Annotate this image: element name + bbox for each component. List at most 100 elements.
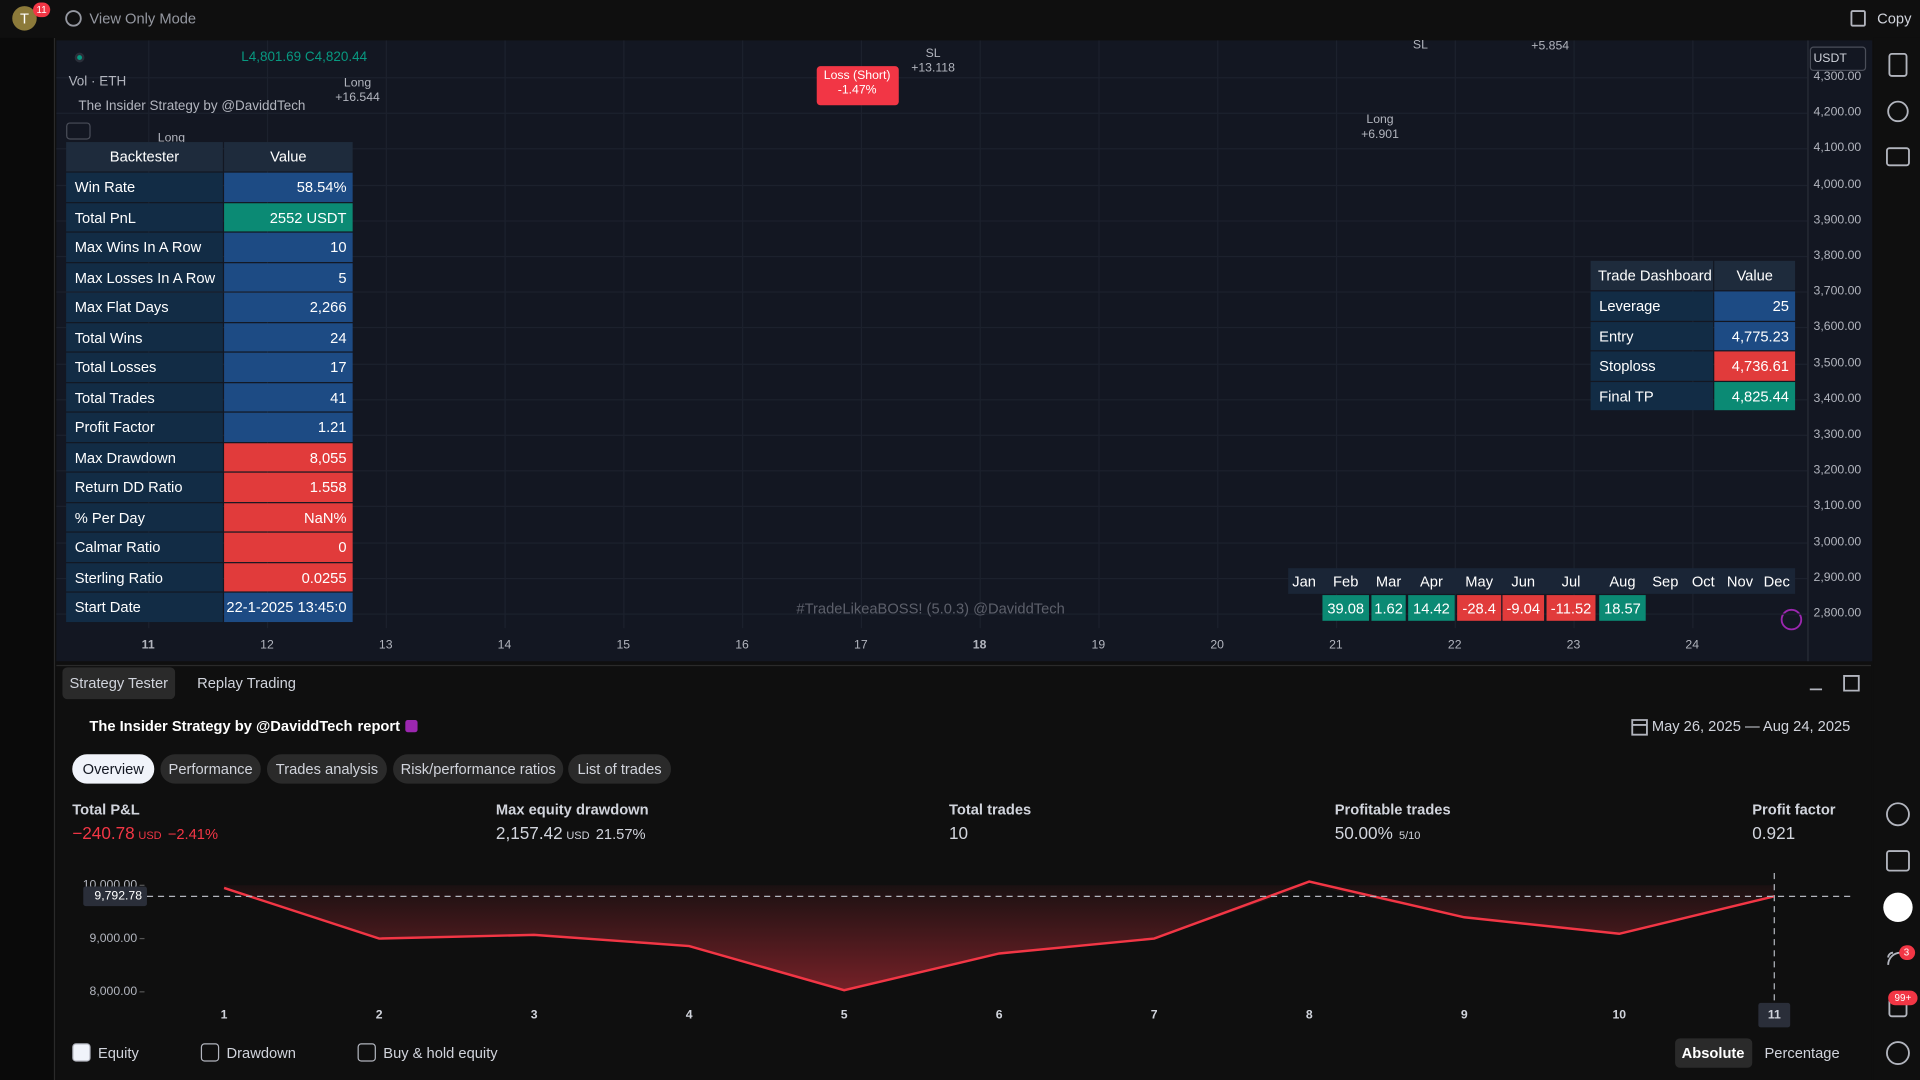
label-cell [66,532,223,562]
tab-active[interactable] [62,667,176,700]
months-row [1288,568,1796,594]
subtab-bg[interactable] [266,754,387,784]
copy-button[interactable]: Copy [1877,9,1912,27]
date-label: 24 [1685,638,1700,653]
value-cell [224,532,353,562]
month-value: 14.42 [1413,600,1450,618]
icon[interactable] [1886,802,1910,827]
grid-line [742,40,744,629]
value-cell [224,292,353,322]
x-tick-label: 10 [1612,1007,1626,1021]
crosshair-label-bg [83,886,147,907]
month-label: Jan [1292,573,1316,591]
subtab[interactable]: List of trades [577,760,662,778]
collapse-button[interactable] [66,122,91,140]
table-header [1714,260,1796,291]
grid-line [56,327,1808,329]
price-label: 2,900.00 [1813,570,1862,585]
subtab-bg[interactable] [568,754,672,784]
month-label: Jun [1511,573,1536,591]
month-cell [1502,595,1545,621]
subtab-bg[interactable] [393,754,564,784]
legend-dot [74,52,85,63]
value-cell [224,562,353,592]
icon[interactable] [1780,608,1803,631]
date-label: 22 [1447,638,1462,653]
x-tick-label: 1 [221,1007,228,1021]
icon[interactable] [1888,52,1908,77]
mode-active[interactable] [1675,1038,1753,1068]
row-value: 8,055 [309,448,347,466]
metric-value: 10 [948,822,969,843]
icon[interactable] [1809,675,1860,692]
row-label: % Per Day [74,508,145,526]
metric-label: Total P&L [72,800,140,818]
month-label: Mar [1375,573,1402,591]
icon[interactable] [1883,892,1913,923]
metric-label: Max equity drawdown [495,800,649,818]
value-cell [224,202,353,232]
label-cell [66,412,223,442]
x-tick-label: 4 [686,1007,693,1021]
subtab-bg[interactable] [72,754,155,784]
trade-label: SL [925,47,941,61]
currency-select[interactable] [1809,46,1867,72]
toolbar-icons [65,10,1913,1066]
icon[interactable] [1631,719,1648,736]
grid-line [56,363,1808,365]
checkbox[interactable] [72,1043,91,1062]
trade-label: SL [1412,38,1428,53]
mode[interactable]: Absolute [1681,1044,1745,1062]
label-cell [1590,291,1714,321]
icon[interactable] [1887,100,1909,123]
row-label: Max Losses In A Row [74,268,216,286]
checkbox[interactable] [357,1043,376,1062]
y-tick-label: 8,000.00 [90,984,138,998]
trade-label: Long [157,131,186,146]
icon[interactable] [1887,951,1901,965]
label-cell [66,322,223,352]
header-cell: Trade Dashboard [1597,266,1712,285]
subtab[interactable]: Risk/performance ratios [400,760,556,778]
price-label: 3,900.00 [1813,213,1862,227]
row-value: 1.558 [309,478,347,496]
subtab-bg[interactable] [160,754,261,784]
price-label: 4,200.00 [1813,106,1862,120]
month-cell [1457,595,1502,621]
subtab[interactable]: Performance [168,760,253,778]
icon[interactable] [1886,147,1910,167]
mode[interactable]: Percentage [1764,1044,1840,1062]
row-label: Calmar Ratio [74,538,161,556]
checkbox[interactable] [200,1043,220,1062]
table-header [66,142,223,172]
subtab[interactable]: Overview [82,760,144,778]
icon[interactable] [1850,10,1866,27]
row-label: Entry [1599,327,1634,345]
row-value: 4,736.61 [1731,357,1789,375]
month-label: Sep [1652,573,1679,591]
label-cell [66,352,223,382]
grid-line [623,40,625,629]
value-cell [1714,291,1796,321]
month-cell [1322,595,1369,621]
price-label: 4,000.00 [1813,177,1862,192]
grid-line [1217,40,1219,629]
toggle-label[interactable]: Buy & hold equity [383,1044,498,1062]
badge-count: 99+ [1894,992,1912,1004]
value-cell [224,352,353,382]
date-label: 13 [378,638,393,653]
icon[interactable] [1886,1041,1910,1066]
subtab[interactable]: Trades analysis [275,760,379,778]
toggle-label[interactable]: Drawdown [226,1044,296,1062]
month-value: -9.04 [1506,600,1541,618]
toggle-label[interactable]: Equity [97,1044,139,1062]
tab[interactable]: Replay Trading [197,674,296,692]
row-label: Total Losses [74,358,157,376]
tab[interactable]: Strategy Tester [69,674,169,692]
month-value: -28.4 [1462,600,1496,618]
badge-count: 11 [36,4,47,16]
icon[interactable] [1886,850,1910,872]
x-label-highlight [1758,1002,1791,1028]
row-value: 2,266 [309,298,347,316]
date-range[interactable]: May 26, 2025 — Aug 24, 2025 [1651,717,1851,735]
